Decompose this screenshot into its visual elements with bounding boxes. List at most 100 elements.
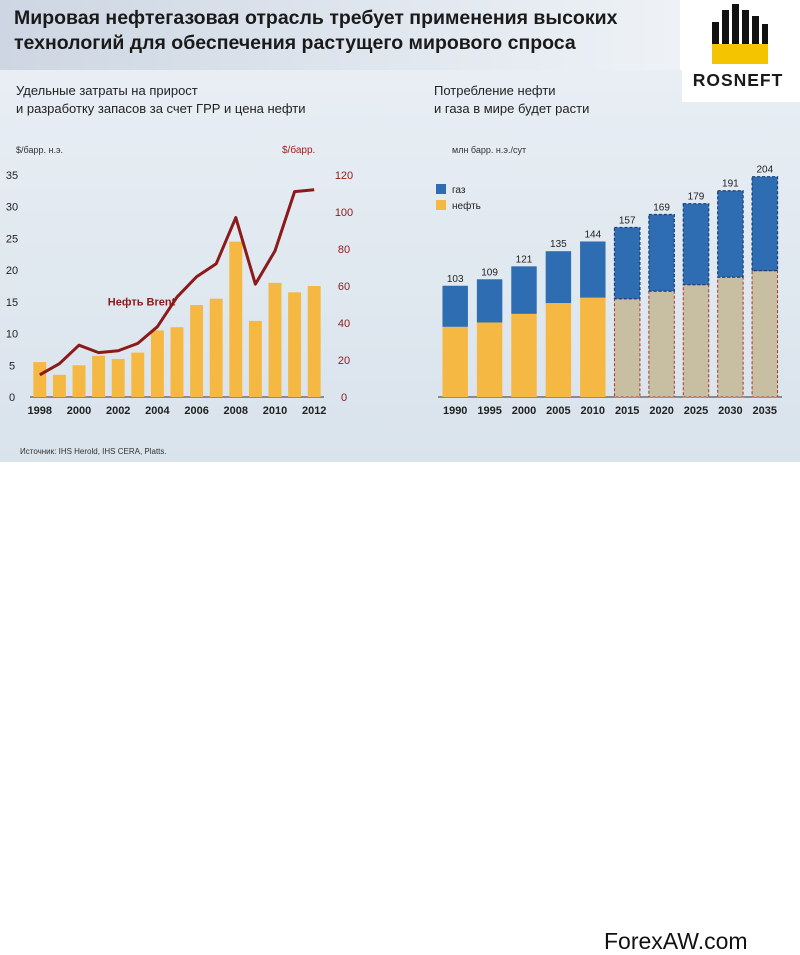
left-y2-tick-label: 120 (335, 170, 353, 182)
bar-total-label: 169 (653, 202, 670, 213)
brent-price-line (39, 188, 315, 377)
left-y-tick-label: 0 (9, 392, 15, 404)
gas-bar-segment (682, 203, 710, 286)
bar-total-label: 135 (550, 239, 567, 250)
left-bar (288, 292, 302, 397)
bar-total-label: 191 (722, 179, 739, 190)
left-bar (150, 330, 164, 397)
right-x-tick-label: 2015 (615, 405, 639, 417)
gas-bar-segment (442, 285, 468, 327)
rosneft-logo-icon (682, 2, 800, 102)
left-y-tick-label: 10 (6, 329, 18, 341)
left-chart-title: Удельные затраты на прирост и разработку… (16, 82, 376, 118)
oil-bar-segment (511, 313, 537, 397)
bar-total-label: 144 (584, 229, 601, 240)
right-chart: 103 1990 109 1995 121 2000 135 2005 144 2010 157 20… (436, 165, 782, 417)
title-line-2: технологий для обеспечения растущего мир… (14, 32, 576, 54)
left-x-tick-label: 2000 (67, 405, 91, 417)
left-y-tick-label: 20 (6, 265, 18, 277)
bar-total-label: 103 (447, 274, 464, 285)
legend-swatch-oil (436, 200, 446, 210)
logo-name: ROSNEFT (692, 70, 784, 90)
left-bar (92, 355, 106, 397)
oil-bar-segment (648, 290, 675, 398)
left-chart-title-line-2: и разработку запасов за счет ГРР и цена … (16, 101, 306, 116)
left-bar (190, 305, 204, 397)
oil-bar-segment (613, 298, 641, 398)
left-bar (170, 327, 184, 397)
left-bar (307, 286, 321, 397)
title-line-1: Мировая нефтегазовая отрасль требует при… (14, 7, 618, 29)
gas-bar-segment (751, 176, 779, 272)
right-x-tick-label: 2010 (581, 405, 605, 417)
right-y-axis-label: млн барр. н.э./сут (452, 145, 527, 155)
right-x-tick-label: 2020 (649, 405, 673, 417)
left-x-tick-label: 2012 (302, 405, 326, 417)
oil-bar-segment (682, 284, 710, 398)
oil-bar-segment (442, 326, 468, 397)
left-y-tick-label: 35 (6, 170, 18, 182)
oil-bar-segment (717, 276, 744, 398)
left-bar (268, 282, 282, 397)
left-y2-tick-label: 80 (338, 244, 350, 256)
left-x-tick-label: 2004 (145, 405, 170, 417)
gas-bar-segment (580, 241, 606, 298)
source-note: Источник: IHS Herold, IHS CERA, Platts. (20, 447, 167, 456)
left-x-tick-label: 2010 (263, 405, 287, 417)
left-y-axis-label: $/барр. н.э. (16, 145, 64, 155)
oil-bar-segment (580, 297, 606, 397)
bar-total-label: 204 (756, 165, 773, 176)
left-bar (33, 362, 47, 397)
brent-series-label: Нефть Brent (108, 296, 176, 308)
footer: ForexAW.com (0, 462, 800, 954)
right-x-tick-label: 1995 (477, 405, 501, 417)
left-x-tick-label: 2006 (184, 405, 208, 417)
right-x-tick-label: 2025 (684, 405, 708, 417)
gas-bar-segment (511, 266, 537, 314)
left-bar (209, 298, 223, 397)
left-y2-tick-label: 20 (338, 355, 350, 367)
left-y-tick-label: 15 (6, 297, 18, 309)
right-x-tick-label: 2035 (753, 405, 777, 417)
gas-bar-segment (717, 190, 744, 278)
right-x-tick-label: 2005 (546, 405, 570, 417)
page-title: Мировая нефтегазовая отрасль требует при… (14, 6, 664, 56)
left-bar (229, 241, 243, 397)
header-banner: Мировая нефтегазовая отрасль требует при… (0, 0, 680, 70)
left-y-tick-label: 30 (6, 202, 18, 214)
bar-total-label: 121 (516, 254, 533, 265)
left-y2-axis-label: $/барр. (282, 145, 316, 156)
legend-label-gas: газ (452, 185, 466, 196)
watermark: ForexAW.com (604, 928, 748, 954)
left-bar (111, 358, 125, 397)
left-bar (52, 374, 66, 397)
left-y-tick-label: 5 (9, 360, 15, 372)
oil-bar-segment (751, 270, 779, 398)
left-bar (131, 352, 145, 397)
oil-bar-segment (545, 303, 572, 397)
left-y-tick-label: 25 (6, 233, 18, 245)
gas-bar-segment (476, 279, 503, 323)
left-x-tick-label: 2002 (106, 405, 130, 417)
left-y2-tick-label: 100 (335, 207, 353, 219)
gas-bar-segment (648, 213, 675, 292)
left-chart: 0 5 10 15 20 25 30 35 0 20 40 60 80 100 120 1998 2000 200… (6, 170, 353, 417)
left-y2-tick-label: 40 (338, 318, 350, 330)
bar-total-label: 179 (688, 192, 705, 203)
legend-swatch-gas (436, 184, 446, 194)
oil-bar-segment (476, 322, 503, 397)
right-x-tick-label: 1990 (443, 405, 467, 417)
bar-total-label: 109 (481, 267, 498, 278)
right-chart-title-line-2: и газа в мире будет расти (434, 101, 590, 116)
gas-bar-segment (613, 226, 641, 300)
left-x-tick-label: 1998 (28, 405, 52, 417)
gas-bar-segment (545, 251, 572, 304)
left-chart-title-line-1: Удельные затраты на прирост (16, 83, 198, 98)
left-x-tick-label: 2008 (224, 405, 248, 417)
left-y2-tick-label: 0 (341, 392, 347, 404)
left-bar (248, 320, 262, 397)
legend-label-oil: нефть (452, 200, 481, 212)
left-bar (72, 365, 86, 397)
right-chart-title-line-1: Потребление нефти (434, 83, 556, 98)
